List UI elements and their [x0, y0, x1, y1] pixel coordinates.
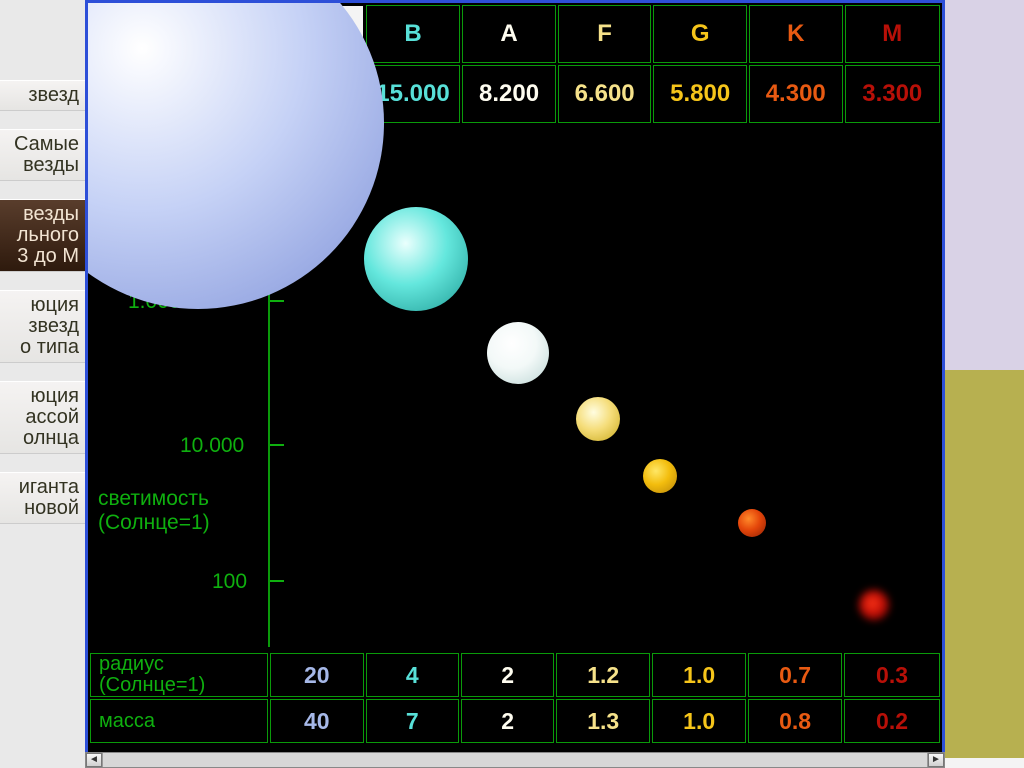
star-F [576, 397, 620, 441]
star-G [643, 459, 677, 493]
sidebar-item-3[interactable]: юция звезд о типа [0, 290, 85, 363]
sidebar-item-4[interactable]: юция ассой олнца [0, 381, 85, 454]
ftr-r1-M: 0.2 [844, 699, 940, 743]
ftr-r0-B: 4 [366, 653, 459, 697]
scroll-left-arrow-icon[interactable]: ◄ [86, 753, 102, 767]
star-M [859, 590, 889, 620]
star-O [88, 3, 384, 309]
star-K [738, 509, 766, 537]
scroll-right-arrow-icon[interactable]: ► [928, 753, 944, 767]
sidebar: звезд Самые везды везды льного 3 до M юц… [0, 0, 85, 768]
ftr-r0-G: 1.0 [652, 653, 746, 697]
chart-frame: спектральный класс O B A F G K M темпера… [85, 0, 945, 758]
bg-panel-top [942, 0, 1024, 370]
ftr-row1-label: масса [90, 699, 268, 743]
ftr-r0-A: 2 [461, 653, 554, 697]
ftr-r0-O: 20 [270, 653, 364, 697]
star-B [364, 207, 468, 311]
sidebar-item-1[interactable]: Самые везды [0, 129, 85, 181]
hr-diagram: спектральный класс O B A F G K M темпера… [88, 3, 942, 755]
ftr-r0-K: 0.7 [748, 653, 842, 697]
horizontal-scrollbar[interactable]: ◄ ► [85, 752, 945, 768]
ftr-r1-G: 1.0 [652, 699, 746, 743]
stars-layer [88, 3, 942, 755]
star-A [487, 322, 549, 384]
ftr-r1-B: 7 [366, 699, 459, 743]
ftr-r1-A: 2 [461, 699, 554, 743]
sidebar-item-0[interactable]: звезд [0, 80, 85, 111]
sidebar-item-2[interactable]: везды льного 3 до M [0, 199, 85, 272]
bg-panel-bottom [942, 370, 1024, 758]
ftr-r0-F: 1.2 [556, 653, 650, 697]
footer-table: радиус (Солнце=1) 20 4 2 1.2 1.0 0.7 0.3… [88, 651, 942, 745]
ftr-r1-K: 0.8 [748, 699, 842, 743]
scroll-track[interactable] [102, 753, 928, 767]
ftr-r0-M: 0.3 [844, 653, 940, 697]
ftr-row0-label: радиус (Солнце=1) [90, 653, 268, 697]
ftr-r1-F: 1.3 [556, 699, 650, 743]
ftr-r1-O: 40 [270, 699, 364, 743]
sidebar-item-5[interactable]: иганта новой [0, 472, 85, 524]
